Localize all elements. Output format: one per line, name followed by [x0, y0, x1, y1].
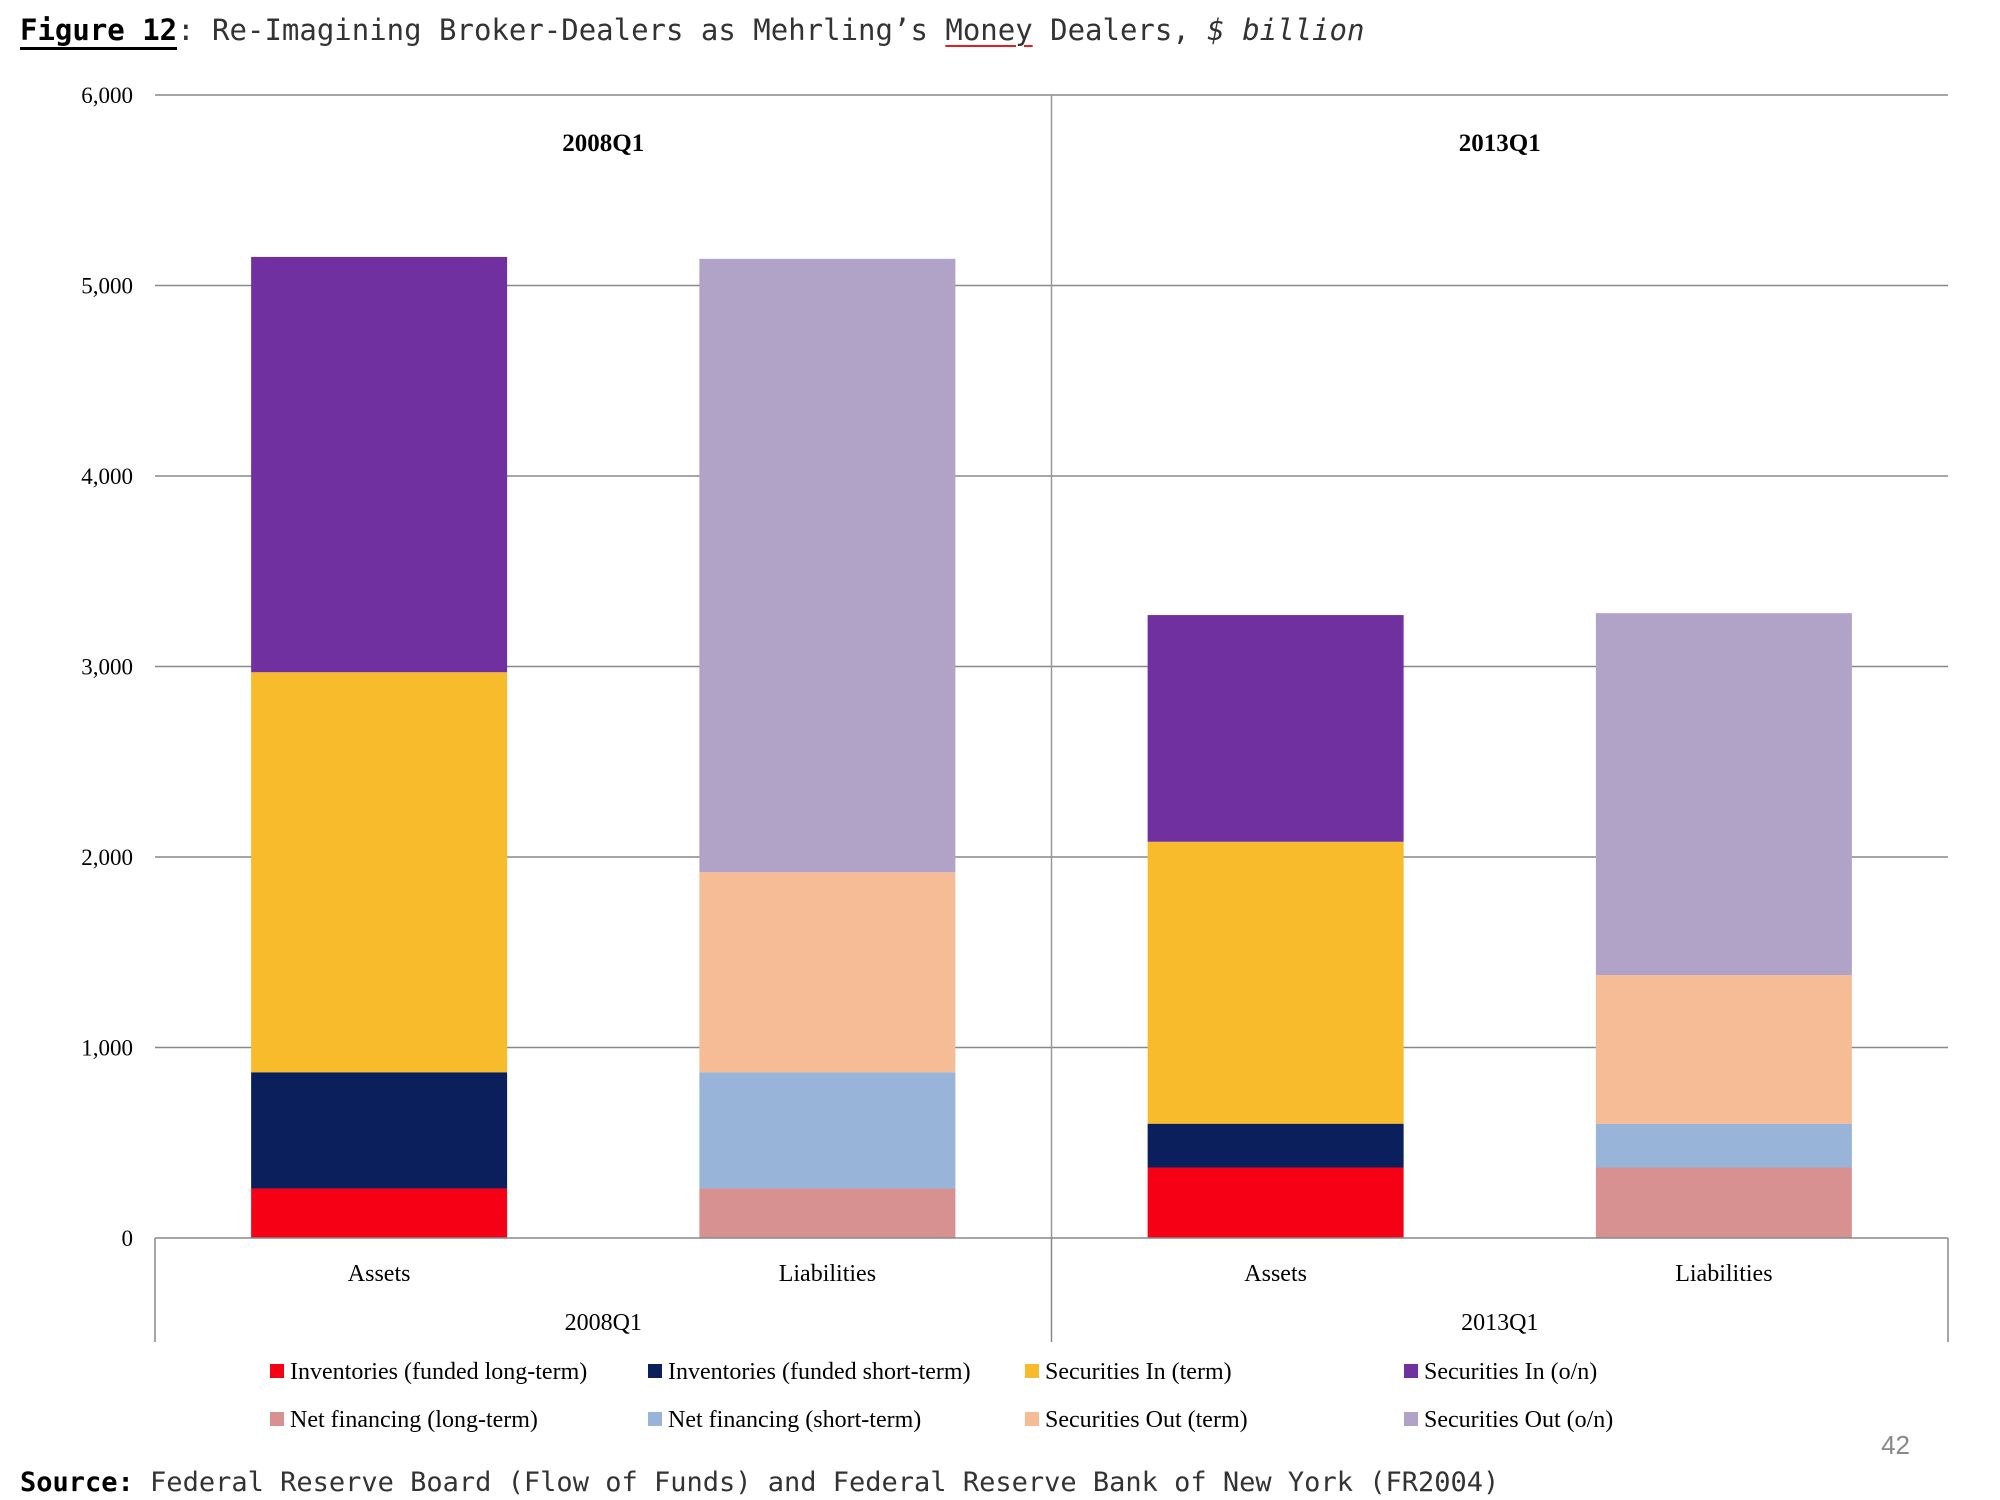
legend-label: Securities Out (term): [1045, 1407, 1248, 1433]
legend-label: Net financing (long-term): [290, 1407, 538, 1433]
legend-label: Net financing (short-term): [668, 1407, 921, 1433]
source-note: Source: Federal Reserve Board (Flow of F…: [20, 1466, 1980, 1500]
legend-swatch: [1025, 1412, 1039, 1426]
x-group-label: 2013Q1: [1461, 1310, 1538, 1336]
bar-segment: [251, 1188, 508, 1238]
y-tick-label: 4,000: [81, 464, 133, 489]
y-tick-label: 3,000: [81, 655, 133, 680]
x-category-label: Liabilities: [1675, 1261, 1772, 1287]
legend-swatch: [270, 1412, 284, 1426]
bar-segment: [1595, 1167, 1852, 1238]
panel-label: 2008Q1: [562, 130, 644, 157]
y-tick-label: 0: [122, 1226, 134, 1251]
bar-segment: [251, 256, 508, 673]
bar-segment: [1147, 1123, 1404, 1168]
bar-segment: [1595, 975, 1852, 1124]
y-tick-label: 6,000: [81, 83, 133, 108]
page-number: 42: [1881, 1430, 1910, 1460]
y-tick-label: 5,000: [81, 274, 133, 299]
figure-title: Figure 12: Re-Imagining Broker-Dealers a…: [20, 10, 1980, 60]
y-tick-label: 1,000: [81, 1036, 133, 1061]
legend-label: Securities Out (o/n): [1424, 1407, 1613, 1433]
legend-swatch: [648, 1364, 662, 1378]
stacked-bar-chart: 0 1,000 2,000 3,000 4,000 5,000 6,000 2008Q1 As…: [81, 83, 1949, 1433]
legend-label: Securities In (term): [1045, 1359, 1232, 1385]
panel-label: 2013Q1: [1459, 130, 1541, 157]
title-text: : Re-Imagining Broker-Dealers as Mehrlin…: [177, 13, 946, 47]
legend: Inventories (funded long-term) Inventorie…: [270, 1359, 1613, 1433]
source-text: Federal Reserve Board (Flow of Funds) an…: [133, 1467, 1500, 1498]
bar-segment: [699, 1188, 956, 1238]
legend-label: Inventories (funded long-term): [290, 1359, 587, 1385]
y-axis-tick-labels: 0 1,000 2,000 3,000 4,000 5,000 6,000: [81, 83, 133, 1251]
legend-swatch: [1404, 1412, 1418, 1426]
bar-segment: [1147, 615, 1404, 842]
legend-swatch: [648, 1412, 662, 1426]
bar-segment: [699, 872, 956, 1073]
bar-stacks: [251, 256, 1852, 1238]
bar-segment: [1595, 613, 1852, 976]
x-category-label: Assets: [348, 1261, 411, 1287]
bar-segment: [1595, 1123, 1852, 1168]
bar-segment: [699, 1072, 956, 1189]
legend-label: Securities In (o/n): [1424, 1359, 1597, 1385]
x-category-label: Liabilities: [779, 1261, 876, 1287]
bar-segment: [251, 672, 508, 1073]
axis-frame: [154, 1237, 1949, 1342]
figure-number: Figure 12: [20, 13, 178, 50]
legend-swatch: [270, 1364, 284, 1378]
legend-swatch: [1025, 1364, 1039, 1378]
legend-label: Inventories (funded short-term): [668, 1359, 971, 1385]
bar-segment: [699, 258, 956, 873]
x-axis-labels: 2008Q1 Assets Liabilities 2008Q1 2013Q1 Asset…: [348, 130, 1773, 1336]
legend-swatch: [1404, 1364, 1418, 1378]
title-text-end: Dealers,: [1032, 13, 1208, 47]
bar-segment: [251, 1072, 508, 1189]
y-tick-label: 2,000: [81, 845, 133, 870]
x-category-label: Assets: [1244, 1261, 1307, 1287]
bar-segment: [1147, 1167, 1404, 1238]
title-unit: $ billion: [1207, 13, 1365, 47]
title-money-word: Money: [945, 13, 1033, 47]
x-group-label: 2008Q1: [565, 1310, 642, 1336]
source-label: Source:: [20, 1467, 134, 1498]
bar-segment: [1147, 841, 1404, 1124]
